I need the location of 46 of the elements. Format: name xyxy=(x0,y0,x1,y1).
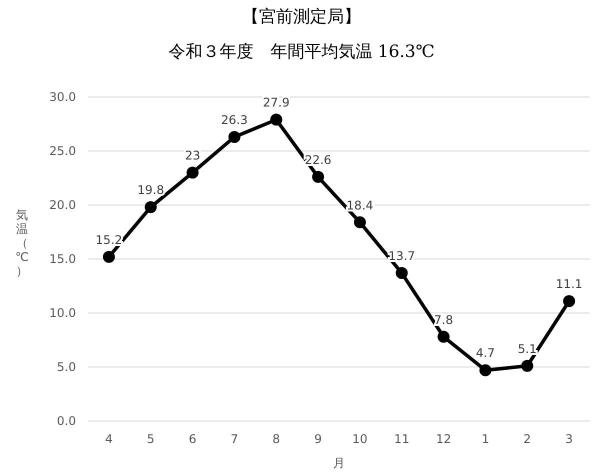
y-tick-label: 0.0 xyxy=(56,414,76,428)
x-tick-label: 8 xyxy=(272,432,280,446)
x-tick-label: 11 xyxy=(394,432,410,446)
chart-subtitle: 令和３年度 年間平均気温 16.3℃ xyxy=(168,42,435,62)
data-label: 5.1 xyxy=(518,342,537,356)
data-label: 13.7 xyxy=(388,249,416,264)
chart-title: 【宮前測定局】 xyxy=(242,7,361,27)
x-tick-label: 3 xyxy=(565,432,573,446)
point xyxy=(270,114,282,126)
y-tick-label: 5.0 xyxy=(56,360,76,374)
x-tick-label: 10 xyxy=(352,432,368,446)
y-tick-label: 30.0 xyxy=(49,90,76,104)
data-label: 11.1 xyxy=(556,277,582,292)
x-tick-label: 2 xyxy=(523,432,532,446)
point xyxy=(354,216,366,228)
y-axis-title: 気温（℃） xyxy=(15,208,29,278)
x-tick-label: 1 xyxy=(482,432,490,446)
y-tick-label: 15.0 xyxy=(49,252,76,266)
x-tick-label: 9 xyxy=(314,432,322,446)
point xyxy=(563,295,576,308)
point xyxy=(102,250,115,263)
x-tick-label: 4 xyxy=(105,432,113,446)
data-label: 23 xyxy=(184,148,200,163)
y-tick-label: 20.0 xyxy=(49,198,76,212)
point xyxy=(396,267,408,280)
y-tick-label: 10.0 xyxy=(49,306,76,320)
x-tick-label: 6 xyxy=(188,432,196,446)
x-tick-label: 12 xyxy=(436,432,452,446)
data-label: 18.4 xyxy=(346,198,374,212)
x-tick-label: 7 xyxy=(230,432,238,446)
data-label: 19.8 xyxy=(137,183,164,198)
data-label: 27.9 xyxy=(262,96,290,110)
point xyxy=(144,201,157,214)
point xyxy=(186,166,199,179)
x-axis-title: 月 xyxy=(333,456,345,470)
y-tick-label: 25.0 xyxy=(49,144,76,158)
data-label: 15.2 xyxy=(96,232,122,247)
data-label: 4.7 xyxy=(476,346,495,360)
point xyxy=(438,330,450,343)
point xyxy=(479,364,492,376)
point xyxy=(312,170,324,183)
data-label: 26.3 xyxy=(221,112,248,127)
point xyxy=(521,360,534,372)
data-label: 7.8 xyxy=(434,312,454,327)
x-tick-label: 5 xyxy=(146,432,155,446)
point xyxy=(228,130,240,143)
